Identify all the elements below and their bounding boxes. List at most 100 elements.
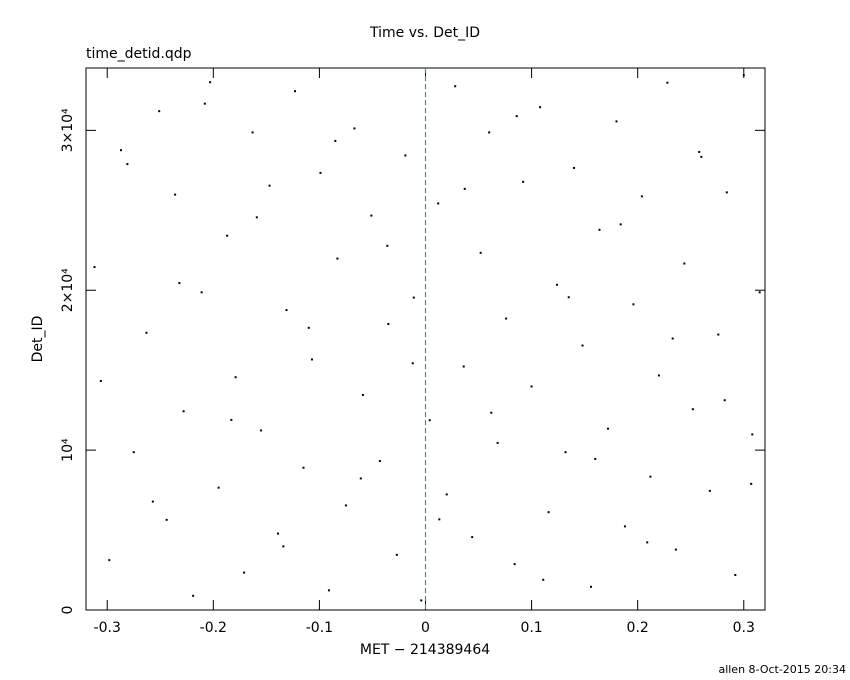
point bbox=[251, 131, 254, 134]
point bbox=[437, 202, 440, 205]
point bbox=[556, 283, 559, 286]
point bbox=[395, 553, 398, 556]
point bbox=[742, 74, 745, 77]
point bbox=[282, 545, 285, 548]
point bbox=[386, 244, 389, 247]
point bbox=[750, 482, 753, 485]
point bbox=[530, 385, 533, 388]
point bbox=[488, 131, 491, 134]
point bbox=[438, 518, 441, 521]
point bbox=[564, 451, 567, 454]
point bbox=[522, 180, 525, 183]
point bbox=[174, 193, 177, 196]
point bbox=[623, 525, 626, 528]
point bbox=[234, 376, 237, 379]
point bbox=[230, 418, 233, 421]
point bbox=[691, 408, 694, 411]
point bbox=[751, 433, 754, 436]
point bbox=[178, 282, 181, 285]
point bbox=[463, 187, 466, 190]
point bbox=[606, 427, 609, 430]
point bbox=[344, 504, 347, 507]
point bbox=[479, 251, 482, 254]
point bbox=[126, 163, 129, 166]
point bbox=[471, 536, 474, 539]
point bbox=[412, 296, 415, 299]
point bbox=[657, 374, 660, 377]
point bbox=[547, 511, 550, 514]
point bbox=[203, 102, 206, 105]
point bbox=[717, 333, 720, 336]
point bbox=[567, 296, 570, 299]
point bbox=[255, 216, 258, 219]
point bbox=[93, 266, 96, 269]
point bbox=[108, 559, 111, 562]
point bbox=[632, 303, 635, 306]
x-tick-label: 0 bbox=[421, 620, 430, 636]
point bbox=[581, 344, 584, 347]
x-tick-label: -0.3 bbox=[94, 620, 121, 636]
point bbox=[646, 541, 649, 544]
point bbox=[649, 475, 652, 478]
point bbox=[454, 85, 457, 88]
y-tick-label: 0 bbox=[60, 606, 76, 615]
point bbox=[542, 578, 545, 581]
point bbox=[674, 548, 677, 551]
point bbox=[334, 139, 337, 142]
point bbox=[505, 317, 508, 320]
point bbox=[353, 127, 356, 130]
chart-title: Time vs. Det_ID bbox=[369, 25, 480, 41]
x-tick-label: -0.1 bbox=[306, 620, 333, 636]
point bbox=[725, 191, 728, 194]
point bbox=[200, 291, 203, 294]
x-tick-label: 0.1 bbox=[520, 620, 542, 636]
point bbox=[445, 493, 448, 496]
x-axis-label: MET − 214389464 bbox=[360, 642, 490, 658]
point bbox=[708, 489, 711, 492]
point bbox=[734, 573, 737, 576]
point bbox=[132, 451, 135, 454]
point bbox=[378, 459, 381, 462]
point bbox=[99, 380, 102, 383]
footer: allen 8-Oct-2015 20:34 bbox=[718, 663, 846, 676]
point bbox=[243, 571, 246, 574]
point bbox=[590, 585, 593, 588]
point bbox=[302, 466, 305, 469]
point bbox=[361, 393, 364, 396]
point bbox=[640, 195, 643, 198]
point bbox=[428, 419, 431, 422]
point bbox=[370, 214, 373, 217]
point bbox=[209, 81, 212, 84]
point bbox=[327, 589, 330, 592]
point bbox=[182, 410, 185, 413]
point bbox=[387, 322, 390, 325]
point bbox=[462, 365, 465, 368]
point bbox=[615, 120, 618, 123]
point bbox=[411, 362, 414, 365]
point bbox=[336, 257, 339, 260]
point bbox=[158, 110, 161, 113]
point bbox=[490, 411, 493, 414]
point bbox=[515, 115, 518, 118]
point bbox=[698, 150, 701, 153]
point bbox=[268, 184, 271, 187]
point bbox=[666, 81, 669, 84]
point bbox=[758, 291, 761, 294]
point bbox=[277, 532, 280, 535]
y-tick-label: 10⁴ bbox=[60, 438, 76, 462]
point bbox=[319, 171, 322, 174]
point bbox=[539, 106, 542, 109]
point bbox=[619, 223, 622, 226]
point bbox=[226, 234, 229, 237]
point bbox=[294, 90, 297, 93]
point bbox=[496, 441, 499, 444]
x-tick-label: 0.3 bbox=[733, 620, 755, 636]
y-tick-label: 2×10⁴ bbox=[60, 268, 76, 312]
point bbox=[120, 149, 123, 152]
point bbox=[420, 599, 423, 602]
point bbox=[285, 309, 288, 312]
point bbox=[145, 331, 148, 334]
point bbox=[573, 166, 576, 169]
point bbox=[307, 326, 310, 329]
